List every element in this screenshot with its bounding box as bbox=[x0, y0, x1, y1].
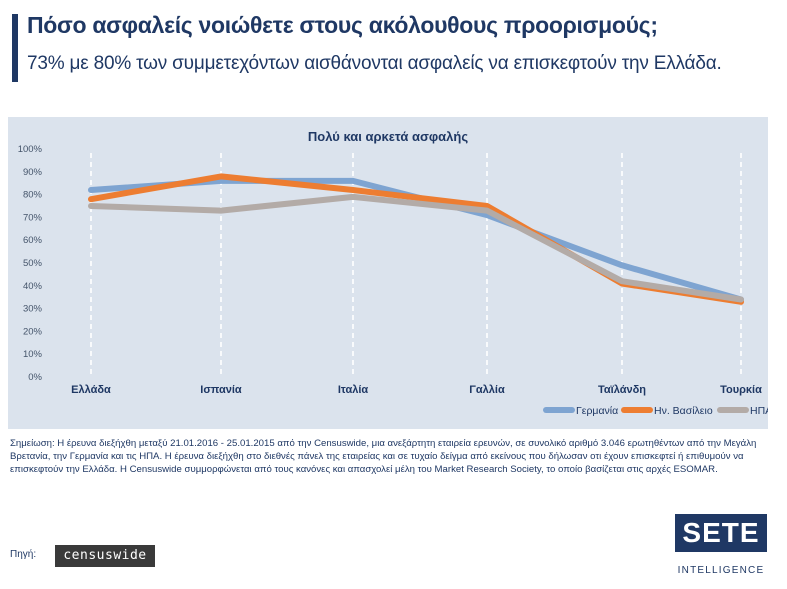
y-tick-label: 60% bbox=[23, 235, 43, 246]
series-line-2 bbox=[88, 193, 744, 303]
y-tick-label: 20% bbox=[23, 326, 43, 337]
sete-intelligence-label: INTELLIGENCE bbox=[677, 565, 765, 576]
sete-logo: SETE bbox=[675, 514, 767, 552]
x-tick-label: Ισπανία bbox=[200, 384, 242, 396]
censuswide-logo: censuswide bbox=[55, 545, 155, 567]
legend-label: Γερμανία bbox=[576, 405, 618, 417]
x-tick-label: Ταϊλάνδη bbox=[598, 384, 646, 396]
page-title: Πόσο ασφαλείς νοιώθετε στους ακόλουθους … bbox=[27, 12, 658, 38]
chart-title: Πολύ και αρκετά ασφαλής bbox=[308, 129, 468, 144]
y-tick-label: 10% bbox=[23, 349, 43, 360]
x-tick-label: Τουρκία bbox=[720, 384, 762, 396]
title-accent-bar bbox=[12, 14, 18, 82]
y-tick-label: 100% bbox=[18, 144, 43, 155]
y-tick-label: 50% bbox=[23, 258, 43, 269]
x-tick-label: Γαλλία bbox=[469, 384, 505, 396]
legend-label: ΗΠΑ bbox=[750, 405, 768, 417]
y-tick-label: 30% bbox=[23, 304, 43, 315]
chart-panel: Πολύ και αρκετά ασφαλής 0% 10% 20% 30% 40% 50%… bbox=[8, 117, 768, 429]
legend-label: Ην. Βασίλειο bbox=[654, 405, 713, 417]
y-tick-label: 70% bbox=[23, 212, 43, 223]
y-tick-label: 80% bbox=[23, 190, 43, 201]
methodology-note: Σημείωση: Η έρευνα διεξήχθη μεταξύ 21.01… bbox=[10, 438, 757, 476]
y-tick-label: 40% bbox=[23, 281, 43, 292]
x-tick-label: Ελλάδα bbox=[71, 384, 111, 396]
page-subtitle: 73% με 80% των συμμετεχόντων αισθάνονται… bbox=[27, 53, 722, 74]
y-tick-label: 90% bbox=[23, 167, 43, 178]
source-label: Πηγή: bbox=[10, 549, 37, 560]
y-tick-label: 0% bbox=[28, 372, 42, 383]
x-tick-label: Ιταλία bbox=[338, 384, 369, 396]
line-chart: Πολύ και αρκετά ασφαλής 0% 10% 20% 30% 40% 50%… bbox=[18, 129, 768, 417]
